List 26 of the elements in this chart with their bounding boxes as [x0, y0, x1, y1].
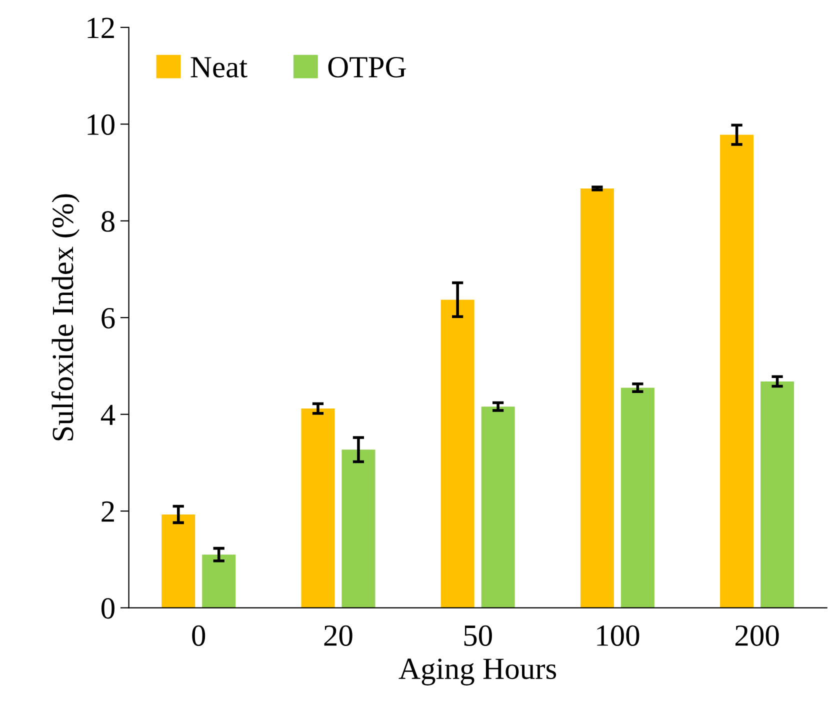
- bar: [620, 388, 654, 608]
- x-tick-label: 0: [192, 625, 206, 646]
- x-tick-label: 100: [597, 625, 640, 646]
- bar: [440, 300, 474, 608]
- y-tick-label: 0: [102, 598, 114, 619]
- y-tick-label: 10: [88, 114, 114, 136]
- bar: [580, 188, 614, 608]
- x-axis-title: Aging Hours: [398, 658, 556, 686]
- bar: [342, 450, 376, 608]
- bar: [760, 381, 794, 608]
- bar: [162, 514, 196, 608]
- y-tick-label: 4: [100, 404, 116, 425]
- y-tick-label: 2: [102, 501, 114, 522]
- y-axis-title: Sulfoxide Index (%): [51, 194, 80, 440]
- legend-label: OTPG: [328, 56, 406, 78]
- y-tick-label: 8: [102, 211, 114, 232]
- y-tick-label: 6: [102, 308, 115, 329]
- x-tick-label: 50: [464, 625, 492, 646]
- y-tick-label: 12: [88, 18, 114, 38]
- x-tick-label: 20: [324, 625, 352, 646]
- bar: [720, 134, 754, 608]
- bar: [202, 554, 236, 608]
- x-tick-label: 200: [735, 625, 779, 646]
- legend-label: Neat: [190, 57, 248, 78]
- bar: [301, 408, 335, 608]
- bar: [481, 406, 515, 608]
